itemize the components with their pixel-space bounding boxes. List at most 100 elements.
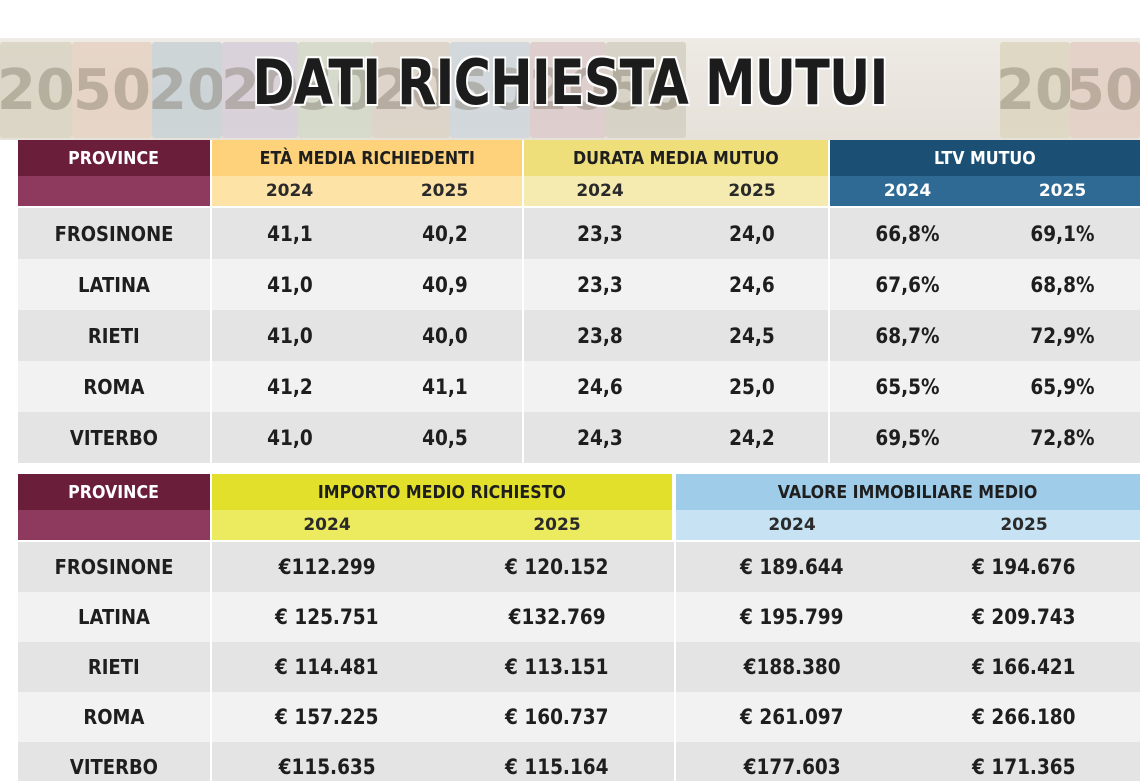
table-row	[18, 310, 1140, 361]
value-cell: 41,2	[266, 374, 313, 399]
table-row	[18, 642, 1140, 692]
table-row	[18, 692, 1140, 742]
value-cell: 68,8%	[1030, 272, 1095, 297]
value-cell: 68,7%	[875, 323, 940, 348]
value-cell: 23,3	[577, 272, 623, 297]
column-divider	[522, 208, 524, 463]
group-header-eta: ETÀ MEDIA RICHIEDENTI	[212, 140, 522, 176]
year-header: 2024	[830, 176, 985, 206]
value-cell: € 160.737	[505, 705, 609, 729]
value-cell: € 195.799	[740, 605, 844, 629]
province-name: RIETI	[88, 655, 140, 679]
table-row	[18, 412, 1140, 463]
group-header-valore: VALORE IMMOBILIARE MEDIO	[676, 474, 1140, 510]
value-cell: 40,5	[421, 425, 468, 450]
province-name: RIETI	[88, 323, 140, 348]
banknote-image: 50	[298, 42, 372, 138]
value-cell: 72,9%	[1030, 323, 1095, 348]
value-cell: €188.380	[743, 655, 841, 679]
value-cell: 41,1	[266, 221, 313, 246]
value-cell: 24,0	[729, 221, 775, 246]
province-name: VITERBO	[69, 425, 159, 450]
value-cell: 40,2	[421, 221, 468, 246]
year-header: 2024	[212, 176, 367, 206]
value-cell: 41,1	[421, 374, 468, 399]
province-name: FROSINONE	[54, 221, 174, 246]
value-cell: €177.603	[743, 755, 841, 779]
value-cell: €115.635	[278, 755, 376, 779]
table-row	[18, 592, 1140, 642]
table-row	[18, 361, 1140, 412]
table-row	[18, 542, 1140, 592]
year-header: 2025	[908, 510, 1140, 540]
year-header: 2025	[367, 176, 522, 206]
province-subheader	[18, 510, 210, 540]
value-cell: 23,3	[577, 221, 623, 246]
value-cell: 72,8%	[1030, 425, 1095, 450]
table-row	[18, 742, 1140, 781]
group-header-importo: IMPORTO MEDIO RICHIESTO	[212, 474, 672, 510]
group-header-ltv: LTV MUTUO	[830, 140, 1140, 176]
value-cell: € 120.152	[505, 555, 609, 579]
year-header: 2025	[676, 176, 828, 206]
value-cell: 24,6	[577, 374, 623, 399]
banknote-image: 20	[372, 42, 450, 138]
banknote-image: 50	[606, 42, 686, 138]
group-header-durata: DURATA MEDIA MUTUO	[524, 140, 828, 176]
banknote-banner: 20 50 20 20 50 20 50 20 50 20 50 DATI RI…	[0, 0, 1140, 140]
year-header: 2025	[442, 510, 672, 540]
value-cell: 24,3	[577, 425, 623, 450]
value-cell: 25,0	[729, 374, 775, 399]
banknote-image: 50	[72, 42, 152, 138]
column-divider	[210, 208, 212, 463]
value-cell: 65,5%	[875, 374, 940, 399]
year-header: 2024	[676, 510, 908, 540]
value-cell: 40,0	[421, 323, 468, 348]
column-divider	[210, 542, 212, 781]
province-name: LATINA	[77, 272, 150, 297]
value-cell: € 114.481	[275, 655, 379, 679]
province-header: PROVINCE	[18, 474, 210, 510]
province-name: ROMA	[83, 705, 145, 729]
value-cell: € 209.743	[972, 605, 1076, 629]
banknote-image: 50	[450, 42, 530, 138]
value-cell: € 157.225	[275, 705, 379, 729]
value-cell: € 266.180	[972, 705, 1076, 729]
banknote-image: 20	[222, 42, 298, 138]
value-cell: € 194.676	[972, 555, 1076, 579]
value-cell: 40,9	[421, 272, 468, 297]
value-cell: € 261.097	[740, 705, 844, 729]
value-cell: 66,8%	[875, 221, 940, 246]
column-divider	[674, 542, 676, 781]
page-title: DATI RICHIESTA MUTUI	[252, 46, 888, 119]
value-cell: 69,5%	[875, 425, 940, 450]
banknote-image: 20	[0, 42, 72, 138]
province-name: FROSINONE	[54, 555, 174, 579]
year-header: 2025	[985, 176, 1140, 206]
value-cell: 41,0	[266, 323, 313, 348]
value-cell: 23,8	[577, 323, 623, 348]
province-subheader	[18, 176, 210, 206]
value-cell: 24,2	[729, 425, 775, 450]
value-cell: € 166.421	[972, 655, 1076, 679]
banknote-image: 50	[1070, 42, 1140, 138]
value-cell: € 189.644	[740, 555, 844, 579]
value-cell: 24,5	[729, 323, 775, 348]
value-cell: €112.299	[278, 555, 376, 579]
banknote-image: 20	[152, 42, 222, 138]
province-header: PROVINCE	[18, 140, 210, 176]
province-name: ROMA	[83, 374, 145, 399]
value-cell: € 115.164	[505, 755, 609, 779]
year-header: 2024	[524, 176, 676, 206]
value-cell: € 171.365	[972, 755, 1076, 779]
province-name: LATINA	[77, 605, 150, 629]
column-divider	[828, 208, 830, 463]
value-cell: 24,6	[729, 272, 775, 297]
value-cell: 41,0	[266, 425, 313, 450]
banknote-image: 20	[530, 42, 606, 138]
province-name: VITERBO	[69, 755, 159, 779]
table-row	[18, 208, 1140, 259]
value-cell: 67,6%	[875, 272, 940, 297]
value-cell: 41,0	[266, 272, 313, 297]
year-header: 2024	[212, 510, 442, 540]
